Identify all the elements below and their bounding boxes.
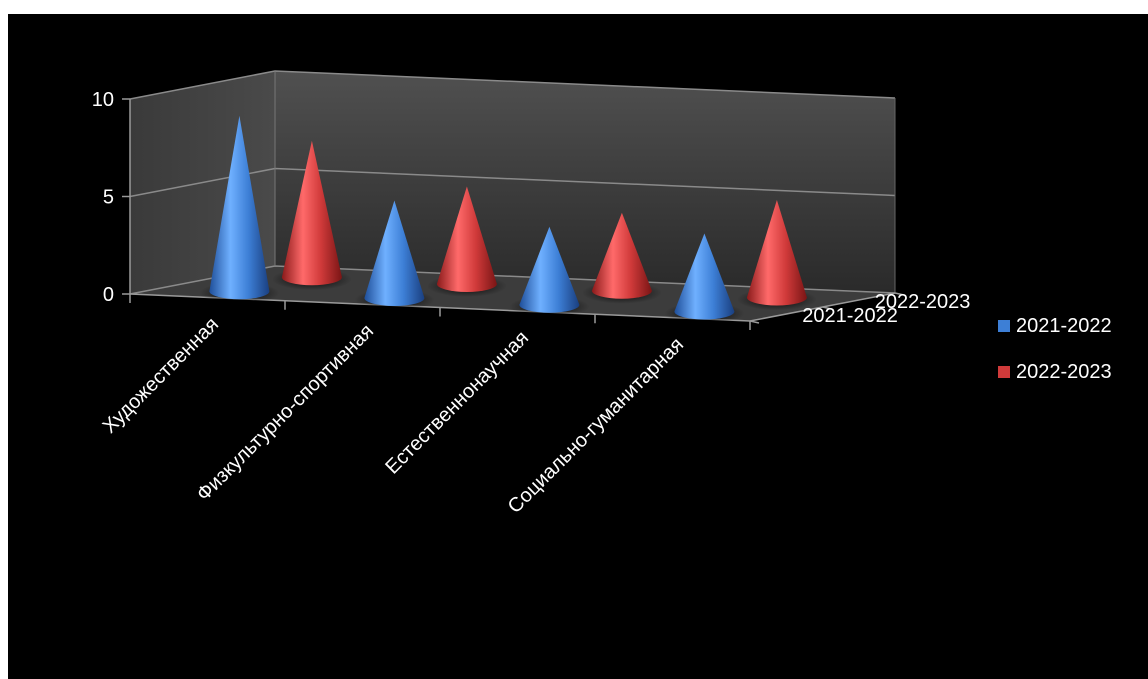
depth-label: 2021-2022 bbox=[802, 305, 898, 327]
y-tick-label: 5 bbox=[103, 187, 114, 209]
depth-tick bbox=[894, 292, 905, 296]
cone-series1 bbox=[354, 200, 435, 311]
depth-tick bbox=[822, 306, 832, 310]
y-tick-label: 10 bbox=[92, 89, 114, 111]
cone-body bbox=[209, 115, 270, 300]
category-label: Физкультурно-спортивная bbox=[193, 320, 378, 505]
legend-label: 2021-2022 bbox=[1016, 315, 1112, 337]
cone-body bbox=[674, 233, 735, 320]
legend-label: 2022-2023 bbox=[1016, 361, 1112, 383]
cone-series1 bbox=[199, 115, 280, 305]
cone-series2 bbox=[581, 212, 662, 304]
cone-series1 bbox=[509, 226, 590, 318]
cone-body bbox=[364, 200, 425, 306]
cone-series2 bbox=[736, 199, 817, 311]
legend: 2021-2022 2022-2023 bbox=[998, 315, 1112, 383]
category-label: Художественная bbox=[99, 313, 223, 437]
cone-body bbox=[519, 226, 580, 313]
cones bbox=[199, 115, 817, 325]
y-tick-label: 0 bbox=[103, 284, 114, 306]
cone-body bbox=[591, 212, 652, 299]
cone-body bbox=[436, 186, 497, 292]
legend-swatch bbox=[998, 320, 1010, 332]
legend-swatch bbox=[998, 366, 1010, 378]
category-label: Социально-гуманитарная bbox=[504, 334, 688, 518]
category-label: Естественнонаучная bbox=[381, 327, 533, 479]
depth-tick bbox=[749, 320, 760, 324]
cone-series1 bbox=[664, 233, 745, 325]
cone-series2 bbox=[426, 186, 507, 297]
depth-label: 2022-2023 bbox=[875, 291, 971, 313]
chart-area: 0 5 10 2021-2022 2022-2023 Художественная Физк… bbox=[8, 14, 1148, 679]
cone-chart: 05102021-20222022-2023ХудожественнаяФизк… bbox=[92, 70, 1112, 518]
cone-body bbox=[746, 199, 807, 306]
cone-body bbox=[281, 140, 342, 286]
cone-series2 bbox=[271, 140, 352, 291]
